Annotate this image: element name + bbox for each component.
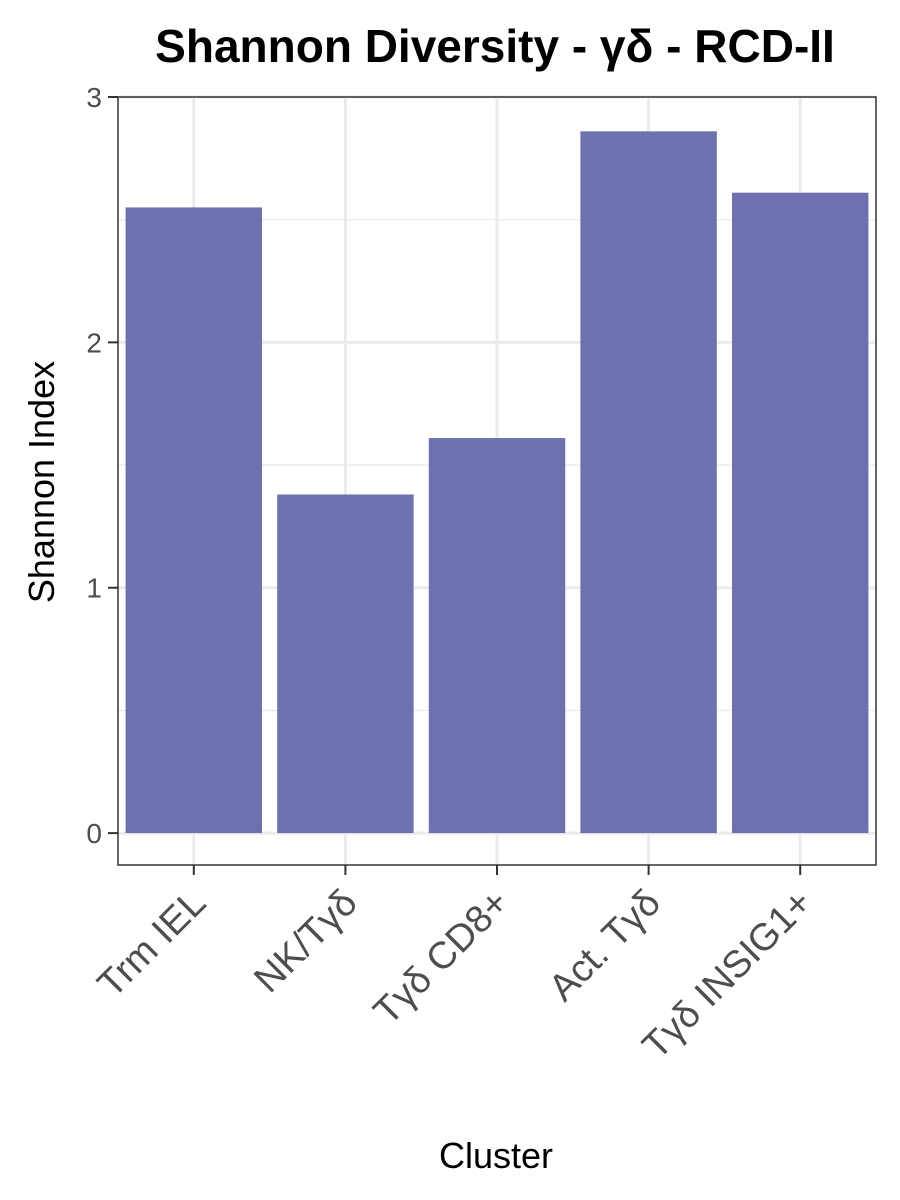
y-tick-label: 2: [86, 327, 102, 358]
bar: [428, 438, 566, 834]
y-tick-label: 1: [86, 573, 102, 604]
y-tick-label: 0: [86, 818, 102, 849]
bar: [731, 192, 869, 834]
x-tick-label: Tγδ CD8+: [366, 882, 517, 1033]
x-axis-title: Cluster: [439, 1135, 553, 1176]
bars: [125, 131, 869, 834]
chart-title: Shannon Diversity - γδ - RCD-II: [155, 20, 835, 72]
y-axis-title: Shannon Index: [21, 361, 62, 603]
x-tick-label: NK/Tγδ: [246, 882, 365, 1001]
bar: [125, 207, 263, 834]
y-axis: 0 1 2 3: [86, 82, 118, 849]
bar: [580, 131, 717, 834]
bar: [277, 494, 414, 834]
y-tick-label: 3: [86, 82, 102, 113]
x-tick-label: Trm IEL: [90, 882, 214, 1006]
x-tick-label: Act. Tγδ: [541, 882, 669, 1010]
